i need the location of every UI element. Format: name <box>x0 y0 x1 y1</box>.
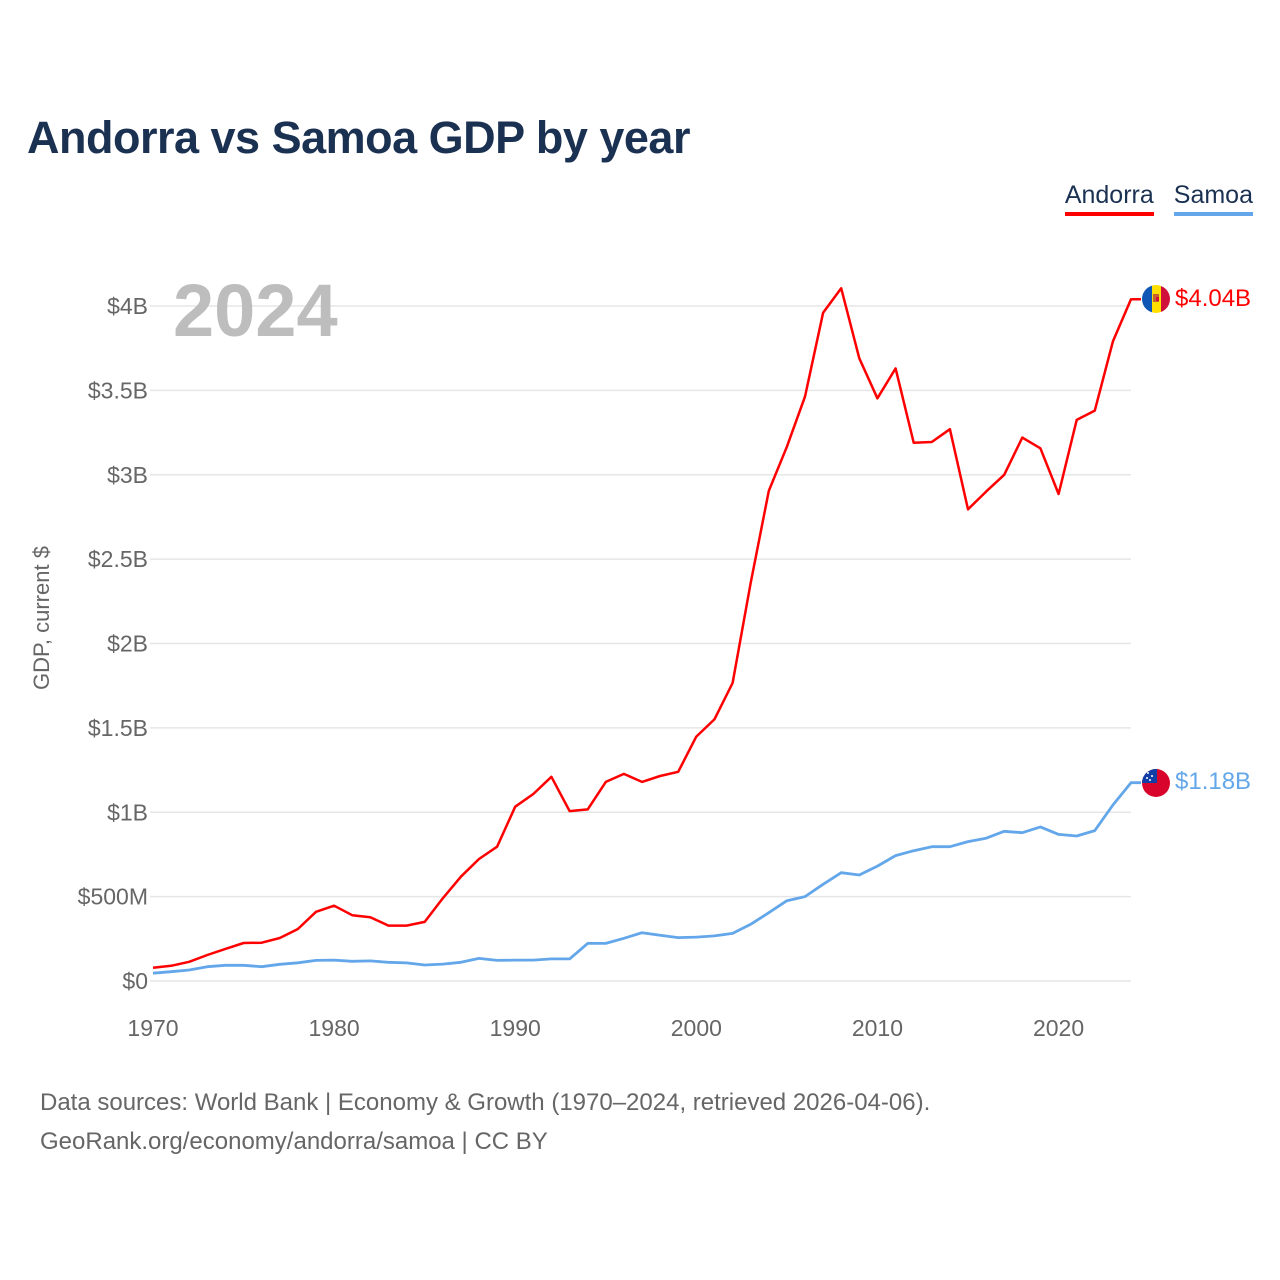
y-tick-label: $2.5B <box>88 546 148 572</box>
y-tick-label: $1B <box>107 799 148 825</box>
chart-title: Andorra vs Samoa GDP by year <box>27 112 690 163</box>
x-tick-label: 2010 <box>852 1015 903 1041</box>
legend-item-andorra[interactable]: Andorra <box>1064 181 1154 216</box>
data-sources-text: Data sources: World Bank | Economy & Gro… <box>40 1089 931 1116</box>
footer: Data sources: World Bank | Economy & Gro… <box>40 1083 930 1161</box>
source-link[interactable]: GeoRank.org/economy/andorra/samoa | CC B… <box>40 1128 548 1155</box>
x-tick-label: 2020 <box>1033 1015 1084 1041</box>
series-line-samoa <box>152 781 1141 975</box>
y-tick-label: $4B <box>107 293 148 319</box>
samoa-end-label: $1.18B <box>1175 768 1251 795</box>
y-tick-label: $500M <box>78 884 148 910</box>
legend-item-samoa[interactable]: Samoa <box>1173 181 1253 216</box>
gridlines <box>150 305 1131 982</box>
series-line-andorra <box>152 287 1141 969</box>
x-tick-label: 2000 <box>671 1015 722 1041</box>
y-tick-label: $2B <box>107 631 148 657</box>
x-tick-labels: 1970 1980 1990 2000 2010 2020 <box>127 1015 1084 1041</box>
legend: Andorra Samoa <box>1064 181 1253 216</box>
current-year-label: 2024 <box>173 269 338 352</box>
x-tick-label: 1970 <box>127 1015 178 1041</box>
x-tick-label: 1990 <box>490 1015 541 1041</box>
y-tick-labels: $0 $500M $1B $1.5B $2B $2.5B $3B $3.5B $4B <box>78 293 148 994</box>
y-tick-label: $1.5B <box>88 715 148 741</box>
andorra-end-label: $4.04B <box>1175 285 1251 312</box>
y-tick-label: $3.5B <box>88 377 148 403</box>
samoa-flag-icon <box>1142 769 1170 797</box>
x-tick-label: 1980 <box>309 1015 360 1041</box>
andorra-flag-icon <box>1142 285 1170 313</box>
series-lines <box>152 287 1141 975</box>
y-tick-label: $0 <box>122 968 148 994</box>
y-tick-label: $3B <box>107 462 148 488</box>
